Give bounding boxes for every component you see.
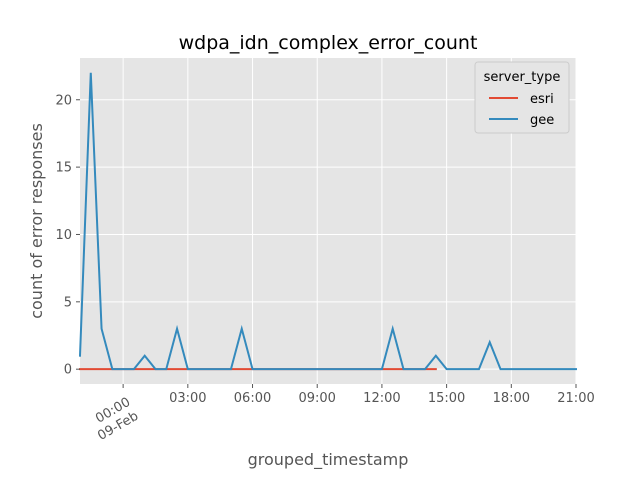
y-tick-label: 5 [64, 295, 72, 310]
x-tick-label: 06:00 [234, 391, 271, 406]
x-tick-label: 12:00 [363, 391, 400, 406]
y-tick-label: 0 [64, 363, 72, 378]
x-tick-label: 15:00 [428, 391, 465, 406]
x-tick-label: 21:00 [557, 391, 594, 406]
y-tick-label: 10 [55, 228, 72, 243]
legend-box [474, 61, 570, 134]
legend-label-esri: esri [530, 92, 554, 107]
x-tick-label: 18:00 [493, 391, 530, 406]
legend: server_type esri gee [474, 61, 570, 134]
legend-entries: esri gee [489, 92, 554, 128]
y-axis-label: count of error responses [27, 123, 46, 319]
legend-title: server_type [484, 70, 561, 85]
y-tick-label: 20 [55, 93, 72, 108]
x-tick-label: 09:00 [298, 391, 335, 406]
grid-lines [80, 58, 577, 384]
legend-label-gee: gee [530, 113, 554, 128]
y-tick-label: 15 [55, 161, 72, 176]
series-line-gee [78, 72, 577, 371]
x-axis-label: grouped_timestamp [248, 450, 409, 470]
series-lines [78, 72, 577, 371]
y-axis-ticks: 0 5 10 15 20 [55, 93, 80, 378]
x-tick-label: 03:00 [169, 391, 206, 406]
chart-title: wdpa_idn_complex_error_count [179, 32, 478, 54]
